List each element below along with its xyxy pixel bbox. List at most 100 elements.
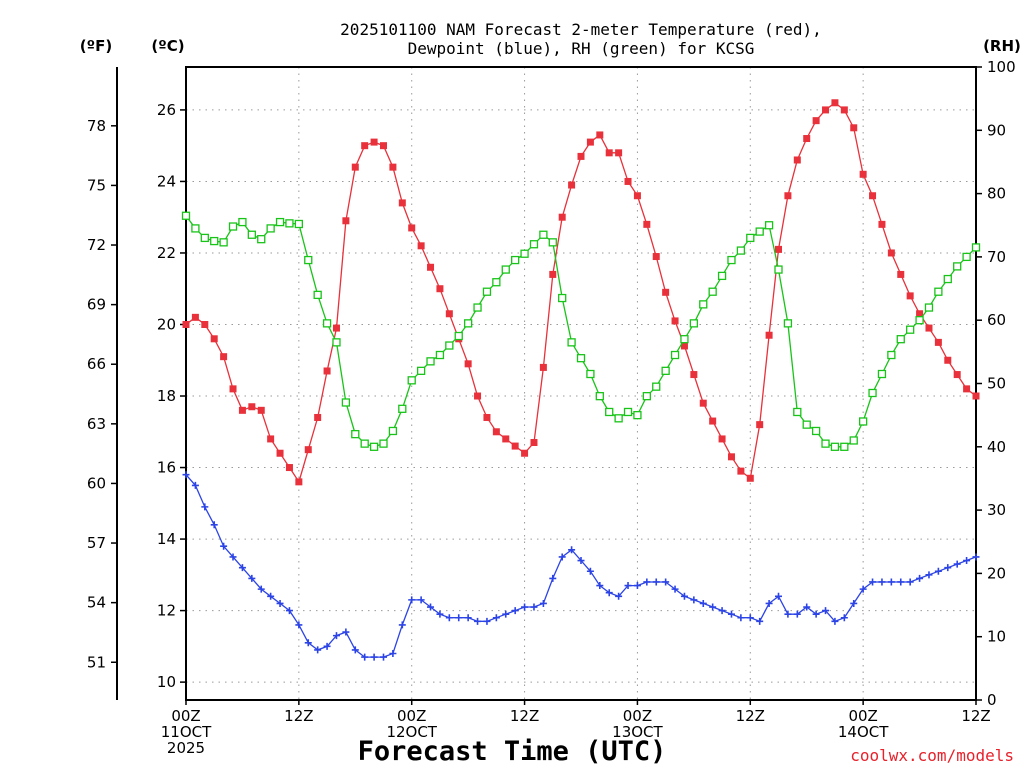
rh-point: [887, 350, 896, 360]
dewpoint-point: [295, 621, 303, 629]
rh-point: [764, 221, 774, 230]
rh-point: [529, 240, 539, 249]
dewpoint-point: [756, 617, 764, 625]
rh-point: [727, 255, 736, 265]
dewpoint-point: [427, 603, 435, 611]
dewpoint-point: [502, 610, 510, 618]
fahrenheit-tick-label: 63: [87, 415, 106, 433]
rh-point: [210, 236, 219, 246]
temperature-point: [304, 446, 312, 454]
rh-point: [736, 246, 746, 255]
temperature-point: [238, 406, 246, 414]
rh-point: [896, 335, 905, 344]
temperature-point: [831, 99, 839, 107]
temperature-point: [756, 421, 764, 429]
rh-point: [322, 319, 332, 328]
rh-tick-label: 0: [987, 691, 997, 709]
rh-point: [398, 404, 407, 413]
dewpoint-point: [737, 614, 745, 622]
rh-point: [811, 426, 821, 436]
rh-point: [576, 354, 586, 363]
rh-point: [482, 287, 492, 296]
temperature-point: [276, 449, 284, 457]
fahrenheit-tick-label: 60: [87, 474, 106, 492]
dewpoint-point: [257, 585, 265, 593]
rh-point: [304, 255, 313, 265]
dewpoint-point: [586, 567, 594, 575]
dewpoint-point: [304, 639, 312, 647]
rh-point: [877, 369, 887, 379]
temperature-point: [361, 142, 369, 150]
rh-point: [755, 227, 764, 236]
fahrenheit-tick-label: 72: [87, 236, 106, 254]
temperature-point: [492, 428, 500, 436]
celsius-tick-label: 20: [157, 315, 176, 333]
temperature-point: [699, 399, 707, 407]
rh-point: [717, 271, 727, 281]
rh-point: [915, 316, 924, 325]
temperature-point: [775, 245, 782, 253]
rh-series-line: [185, 215, 977, 448]
dewpoint-point: [229, 553, 237, 561]
temperature-point: [671, 317, 679, 325]
temperature-point: [210, 335, 218, 343]
rh-point: [407, 376, 416, 385]
fahrenheit-tick-label: 54: [87, 594, 106, 612]
grid-lines: [186, 67, 976, 700]
rh-tick-label: 60: [987, 311, 1006, 329]
rh-tick-label: 10: [987, 628, 1006, 646]
plot-frame: [185, 66, 977, 701]
dewpoint-point: [963, 557, 971, 565]
temperature-point: [257, 406, 265, 414]
celsius-unit-label: (ºC): [151, 37, 184, 55]
dewpoint-point: [897, 578, 905, 586]
temperature-point: [859, 170, 867, 178]
dewpoint-point: [474, 617, 482, 625]
temperature-point: [765, 331, 773, 339]
rh-point: [445, 341, 454, 350]
dewpoint-point: [916, 574, 924, 582]
rh-point: [774, 265, 783, 274]
rh-point: [388, 426, 398, 436]
fahrenheit-tick-label: 75: [87, 176, 106, 194]
rh-point: [821, 439, 830, 448]
temperature-point: [812, 117, 820, 125]
dewpoint-point: [276, 599, 284, 607]
dewpoint-point: [492, 614, 500, 622]
dewpoint-point: [436, 610, 444, 618]
temperature-point: [436, 285, 444, 293]
rh-point: [558, 293, 567, 303]
temperature-point: [633, 192, 641, 200]
rh-point: [238, 217, 247, 227]
temperature-point: [464, 360, 472, 368]
dewpoint-point: [615, 592, 623, 600]
rh-point: [953, 262, 962, 271]
temperature-point: [746, 474, 754, 482]
fahrenheit-tick-label: 51: [87, 653, 106, 671]
rh-point: [435, 350, 445, 360]
temperature-point: [530, 439, 538, 447]
rh-point: [332, 338, 341, 347]
temperature-point: [295, 478, 303, 486]
temperature-point: [417, 242, 425, 250]
dewpoint-point: [925, 571, 933, 579]
rh-point: [416, 366, 426, 375]
rh-point: [294, 219, 304, 229]
dewpoint-point: [238, 564, 246, 572]
dewpoint-point: [850, 599, 858, 607]
dewpoint-point: [784, 610, 792, 618]
temperature-point: [483, 413, 491, 421]
temperature-point: [408, 224, 416, 232]
dewpoint-point: [361, 653, 369, 661]
rh-point: [492, 278, 501, 287]
temperature-point: [445, 310, 453, 318]
dewpoint-point: [191, 481, 199, 489]
temperature-point: [370, 138, 378, 146]
temperature-point: [615, 149, 623, 157]
celsius-tick-label: 12: [157, 602, 176, 620]
dewpoint-point: [558, 553, 566, 561]
temperature-point: [182, 320, 190, 328]
temperature-point: [972, 392, 980, 400]
temperature-point: [558, 213, 566, 221]
rh-point: [275, 217, 285, 227]
